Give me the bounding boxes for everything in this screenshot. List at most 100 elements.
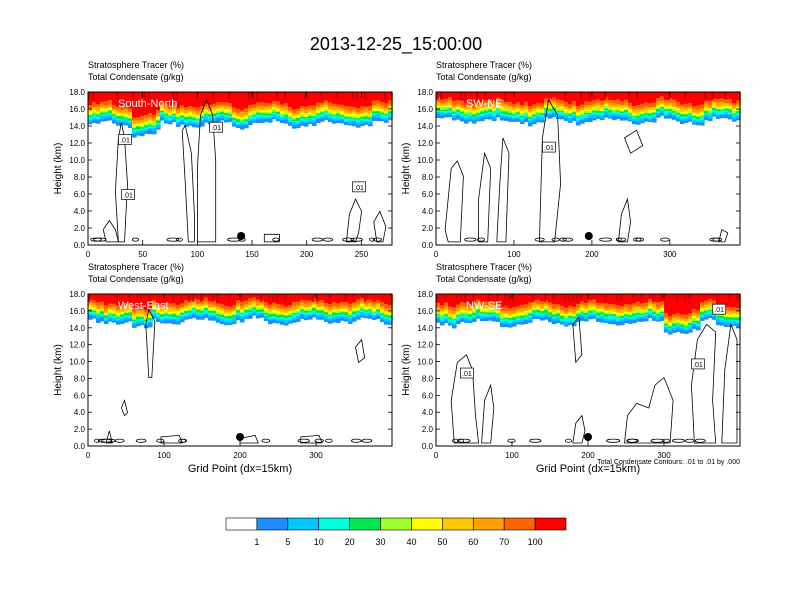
tracer-cell	[112, 92, 117, 105]
tracer-cell	[504, 92, 507, 100]
tracer-cell	[544, 294, 547, 302]
contour-label-box	[691, 358, 705, 370]
tracer-cell	[640, 92, 645, 104]
tracer-cell	[484, 294, 489, 302]
tracer-cell	[476, 92, 479, 100]
tracer-cell	[304, 294, 309, 301]
tracer-cell	[660, 294, 663, 302]
tracer-cell	[176, 294, 181, 305]
tracer-cell	[508, 92, 513, 102]
contour-label-box	[352, 181, 366, 193]
tracer-cell	[688, 92, 693, 103]
tracer-cell	[208, 294, 213, 302]
tracer-cell	[224, 92, 229, 103]
tracer-cell	[688, 294, 693, 314]
tracer-cell	[628, 294, 633, 305]
colorbar-label: 5	[285, 537, 290, 547]
x-axis: 0 100 200 300 Grid Point (dx=15km)	[434, 294, 671, 475]
tracer-cell	[320, 294, 325, 300]
contour-line	[135, 438, 147, 443]
tracer-cell	[296, 294, 301, 302]
tracer-cell	[124, 294, 129, 304]
y-tick-label: 4.0	[74, 408, 86, 417]
tracer-cell	[576, 294, 579, 302]
tracer-cell	[388, 92, 393, 101]
colorbar-swatch	[256, 517, 289, 531]
tracer-cell	[736, 294, 739, 302]
tracer-cell	[548, 294, 553, 303]
tracer-cell	[368, 294, 373, 300]
x-tick-label: 0	[434, 250, 439, 259]
colorbar-label: 20	[345, 537, 355, 547]
tracer-cell	[556, 294, 561, 305]
tracer-cell	[268, 92, 273, 104]
y-axis: 0.0 2.0 4.0 6.0 8.0 10.0 12.0 14.0 16.0 18.0 Heigh…	[401, 290, 740, 451]
colorbar-label: 100	[528, 537, 543, 547]
tracer-cell	[720, 92, 725, 99]
field-label: Stratosphere Tracer (%)	[88, 262, 184, 272]
tracer-cell	[148, 92, 153, 114]
tracer-cell	[168, 92, 173, 106]
tracer-cell	[192, 294, 195, 302]
contour-line	[160, 434, 183, 444]
tracer-cell	[236, 92, 241, 109]
tracer-cell	[204, 92, 209, 104]
y-tick-label: 14.0	[417, 324, 433, 333]
y-tick-label: 10.0	[417, 156, 433, 165]
tracer-cell	[200, 92, 205, 106]
tracer-cell	[484, 92, 487, 100]
x-tick-label: 200	[233, 451, 247, 460]
tracer-cell	[140, 92, 145, 116]
tracer-cell	[172, 92, 175, 100]
y-tick-label: 2.0	[74, 224, 86, 233]
tracer-cell	[200, 294, 203, 302]
tracer-cell	[704, 294, 709, 301]
colorbar-swatch	[225, 517, 258, 531]
x-tick-label: 0	[86, 451, 91, 460]
tracer-cell	[488, 92, 493, 100]
tracer-cell	[728, 92, 733, 99]
tracer-cell	[724, 92, 727, 100]
tracer-cell	[92, 92, 95, 100]
tracer-cell	[564, 294, 567, 302]
contour-label-box	[121, 189, 135, 200]
contour-line	[481, 383, 495, 444]
tracer-cell	[696, 92, 701, 106]
tracer-cell	[120, 294, 125, 306]
y-tick-label: 0.0	[422, 442, 434, 451]
tracer-field	[436, 92, 741, 127]
tracer-cell	[384, 294, 389, 304]
tracer-cell	[256, 92, 259, 100]
tracer-cell	[624, 92, 629, 100]
contour-label-box	[209, 121, 224, 133]
contour-line	[709, 237, 723, 242]
tracer-cell	[660, 92, 665, 101]
contour-line	[114, 122, 128, 243]
tracer-cell	[680, 294, 685, 315]
y-axis: 0.0 2.0 4.0 6.0 8.0 10.0 12.0 14.0 16.0 18.0 Heigh…	[53, 290, 392, 451]
tracer-cell	[572, 294, 575, 302]
tracer-cell	[676, 294, 681, 313]
tracer-cell	[104, 92, 109, 102]
y-tick-label: 10.0	[69, 358, 85, 367]
contour-value-label: .01	[120, 137, 130, 144]
tracer-cell	[624, 294, 629, 304]
tracer-cell	[144, 92, 149, 115]
contour-line	[617, 197, 632, 243]
tracer-cell	[208, 92, 213, 105]
contour-value-label: .01	[354, 185, 364, 192]
plot-frame	[87, 91, 393, 246]
tracer-cell	[556, 92, 561, 100]
x-axis: 0 100 200 300 Grid Point (dx=15km)	[86, 294, 323, 475]
contour-line	[457, 438, 471, 443]
location-marker	[236, 433, 244, 441]
y-tick-label: 18.0	[417, 88, 433, 97]
y-tick-label: 14.0	[69, 122, 85, 131]
panels: Stratosphere Tracer (%) Total Condensate …	[53, 60, 741, 475]
tracer-cell	[564, 92, 567, 100]
tracer-cell	[324, 92, 329, 101]
contour-line	[272, 237, 280, 242]
tracer-cell	[128, 92, 133, 109]
tracer-cell	[148, 92, 151, 100]
